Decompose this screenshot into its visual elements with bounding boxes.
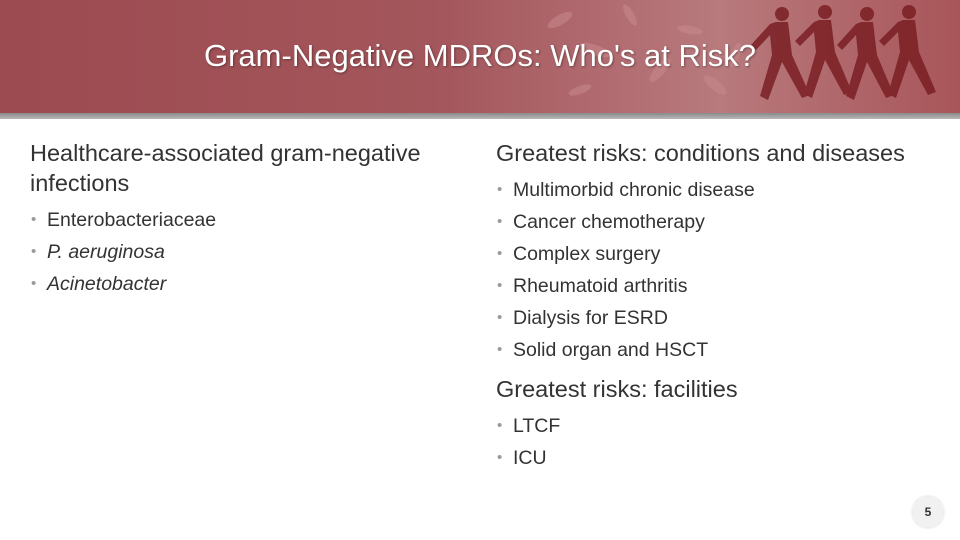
list-item: • Enterobacteriaceae: [30, 204, 430, 236]
bullet-text: Dialysis for ESRD: [513, 307, 668, 329]
bullet-text: Complex surgery: [513, 243, 661, 265]
bullet-text: Cancer chemotherapy: [513, 211, 705, 233]
bullet-text: Solid organ and HSCT: [513, 339, 709, 361]
facilities-heading: Greatest risks: facilities: [496, 376, 738, 402]
list-item: • Multimorbid chronic disease: [496, 174, 936, 206]
banner-divider: [0, 113, 960, 119]
list-item: • ICU: [496, 442, 936, 474]
left-bullet-list: • Enterobacteriaceae • P. aeruginosa • Acin…: [30, 204, 430, 300]
list-item: • Acinetobacter: [30, 268, 430, 300]
list-item: • Complex surgery: [496, 238, 936, 270]
list-item: • Dialysis for ESRD: [496, 302, 936, 334]
page-number-badge: 5: [912, 496, 944, 528]
facilities-bullet-list: • LTCF • ICU: [496, 410, 936, 474]
bullet-text: Enterobacteriaceae: [47, 209, 217, 231]
title-banner: Gram-Negative MDROs: Who's at Risk?: [0, 0, 960, 113]
bullet-icon: •: [497, 417, 503, 434]
bullet-text: Multimorbid chronic disease: [513, 179, 755, 201]
bullet-text: Acinetobacter: [47, 273, 167, 295]
bullet-text: ICU: [513, 447, 547, 469]
left-heading: Healthcare-associated gram-negative infe…: [30, 140, 421, 196]
bullet-text: LTCF: [513, 415, 561, 437]
list-item: • LTCF: [496, 410, 936, 442]
bullet-icon: •: [31, 211, 37, 228]
list-item: • Solid organ and HSCT: [496, 334, 936, 366]
bullet-text: Rheumatoid arthritis: [513, 275, 688, 297]
list-item: • Cancer chemotherapy: [496, 206, 936, 238]
bullet-text: P. aeruginosa: [47, 241, 165, 263]
bullet-icon: •: [497, 449, 503, 466]
bullet-icon: •: [31, 243, 37, 260]
right-column: Greatest risks: conditions and diseases …: [496, 138, 936, 474]
bullet-icon: •: [497, 245, 503, 262]
conditions-bullet-list: • Multimorbid chronic disease • Cancer che…: [496, 174, 936, 366]
slide-title: Gram-Negative MDROs: Who's at Risk?: [204, 38, 756, 73]
bullet-icon: •: [497, 341, 503, 358]
bullet-icon: •: [497, 309, 503, 326]
bullet-icon: •: [497, 181, 503, 198]
runners-decorative-image: [547, 4, 936, 100]
left-column: Healthcare-associated gram-negative infe…: [30, 138, 430, 300]
list-item: • P. aeruginosa: [30, 236, 430, 268]
bullet-icon: •: [497, 277, 503, 294]
list-item: • Rheumatoid arthritis: [496, 270, 936, 302]
bullet-icon: •: [31, 275, 37, 292]
bullet-icon: •: [497, 213, 503, 230]
conditions-heading: Greatest risks: conditions and diseases: [496, 140, 905, 166]
